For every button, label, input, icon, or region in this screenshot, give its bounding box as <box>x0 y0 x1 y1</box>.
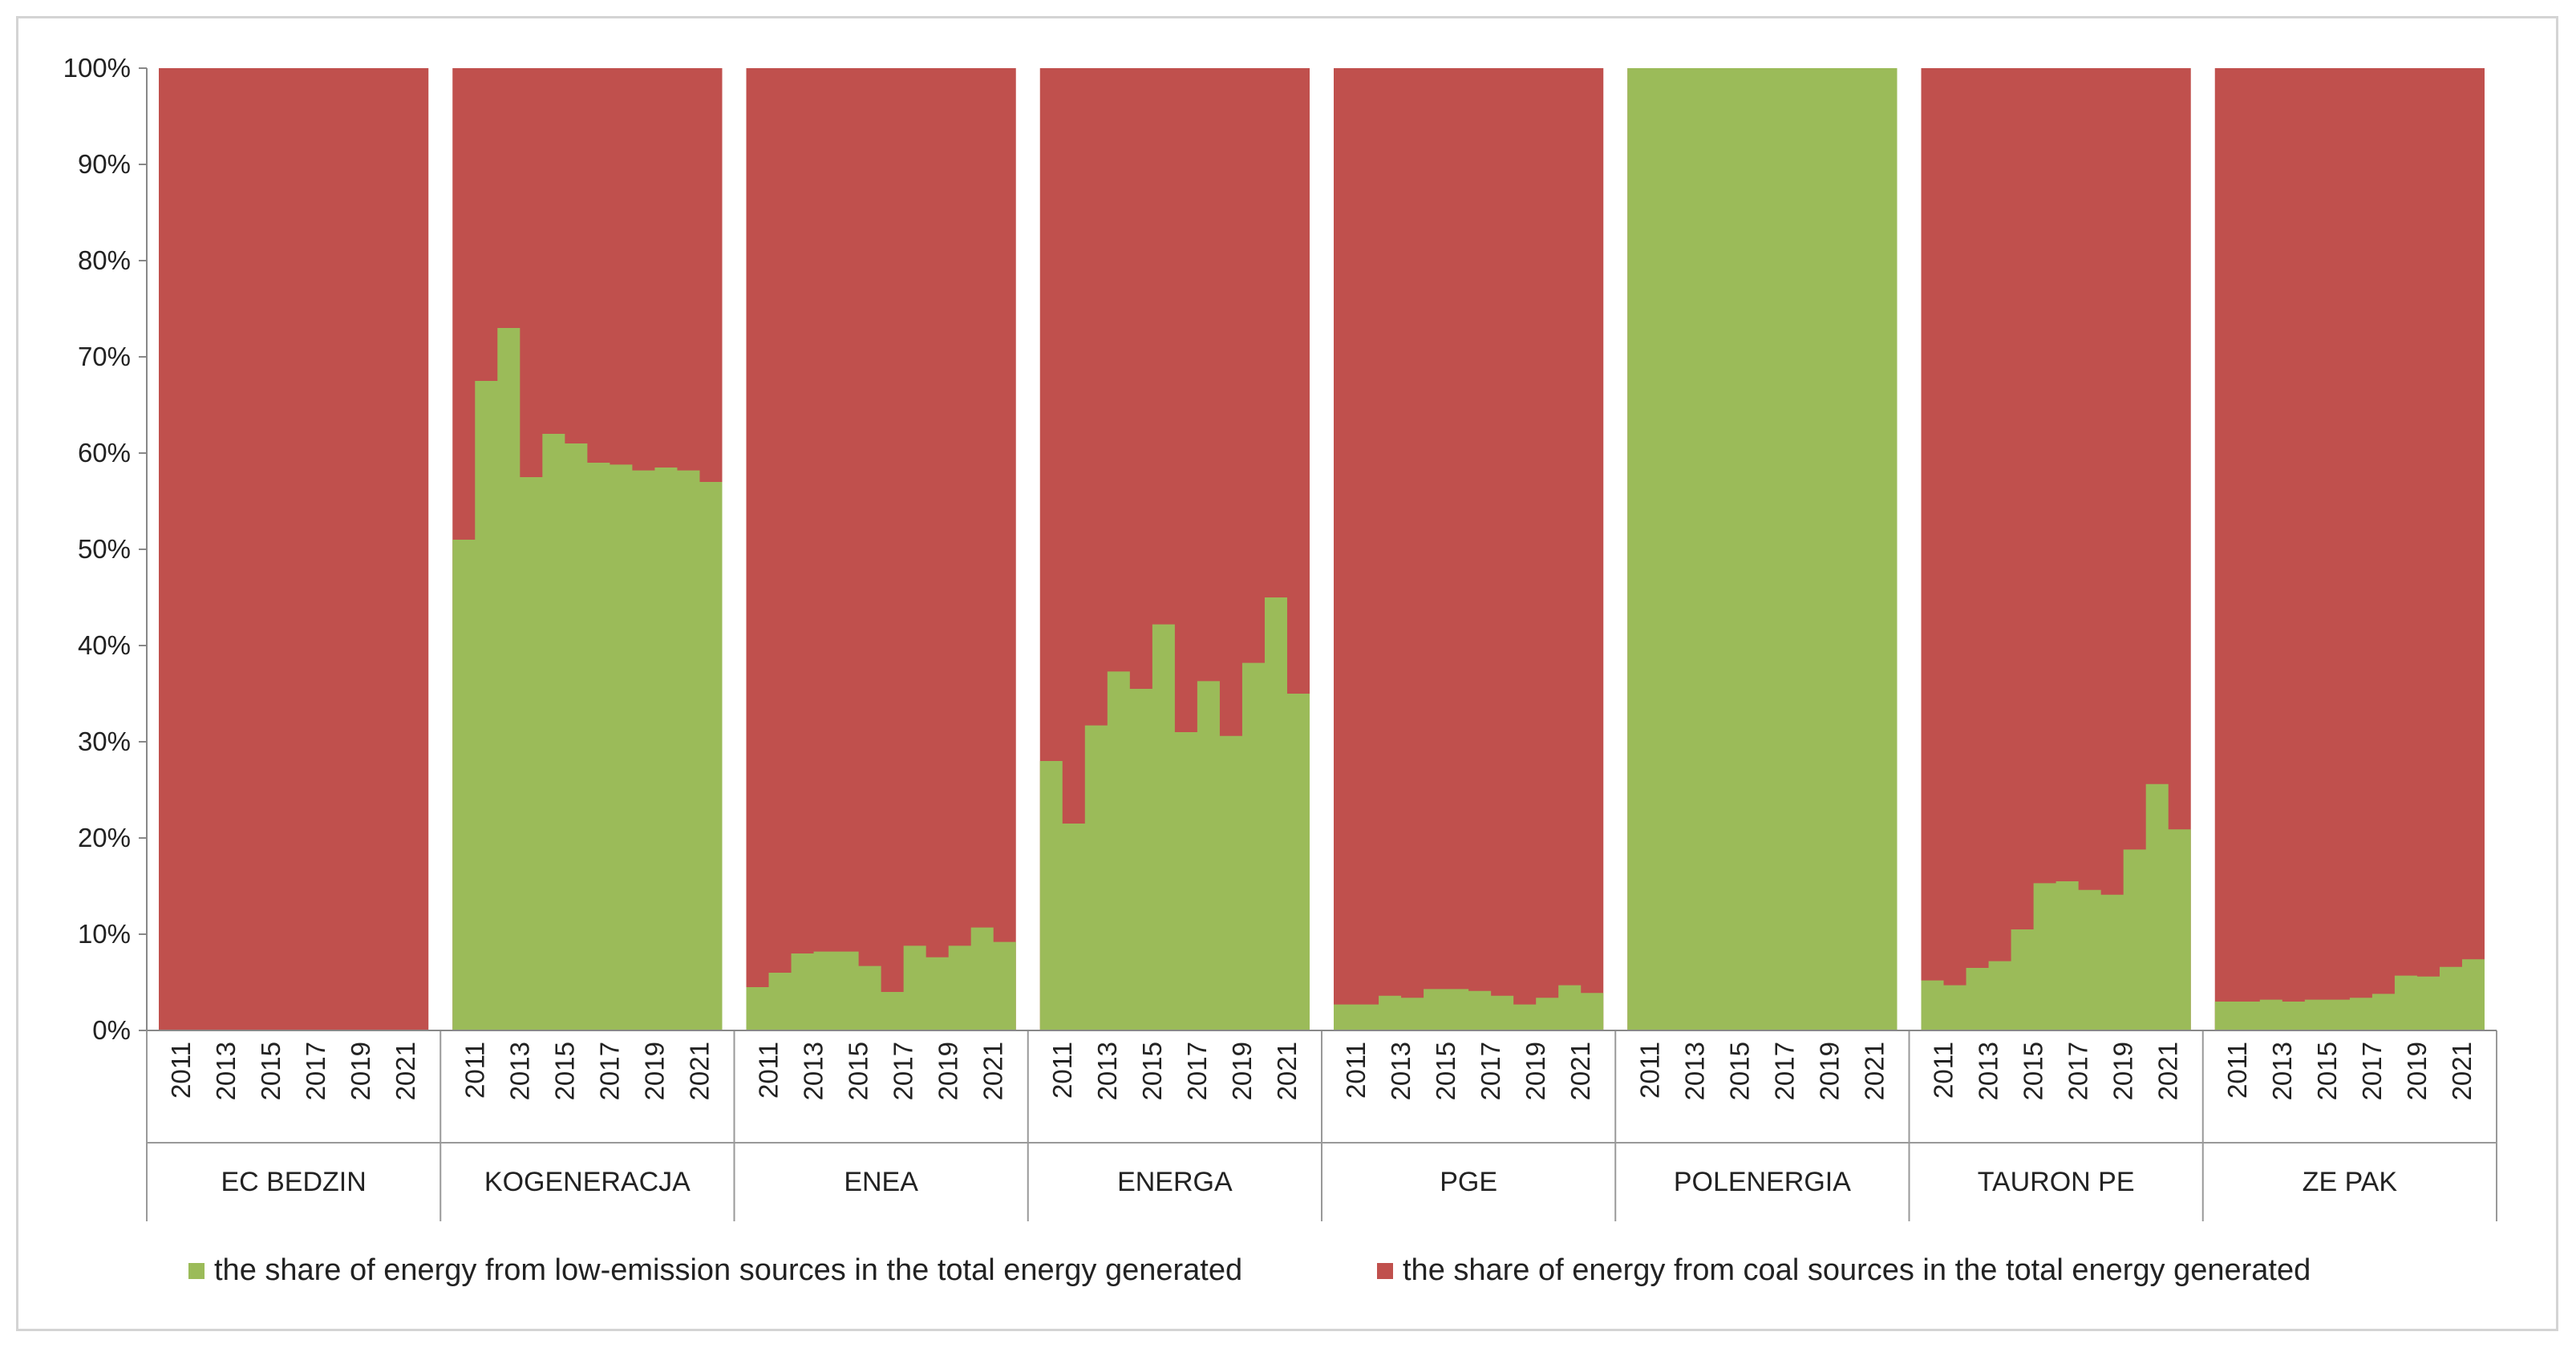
group-label-tauron-pe: TAURON PE <box>1978 1167 2135 1197</box>
x-tick-label: 2013 <box>1974 1042 2003 1100</box>
group-label-kogeneracja: KOGENERACJA <box>484 1167 691 1197</box>
y-tick-label: 90% <box>78 149 131 179</box>
x-tick-label: 2015 <box>1724 1042 1754 1100</box>
x-tick-label: 2011 <box>1341 1042 1371 1099</box>
group-label-energa: ENERGA <box>1117 1167 1233 1197</box>
legend: the share of energy from low-emission so… <box>188 1253 2311 1287</box>
coal-area-ze-pak <box>2214 68 2485 1030</box>
x-tick-label: 2021 <box>391 1042 420 1100</box>
x-tick-label: 2017 <box>1182 1042 1212 1100</box>
x-tick-label: 2019 <box>346 1042 375 1100</box>
chart-frame: 0% 10% 20% 30% 40% 50% 60% 70% 80% 90% 100% 2011 20… <box>16 16 2558 1331</box>
x-tick-label: 2021 <box>2447 1042 2477 1100</box>
x-tick-label: 2017 <box>889 1042 918 1100</box>
x-tick-label: 2019 <box>2402 1042 2432 1100</box>
coal-area-enea <box>746 68 1016 1030</box>
x-tick-label: 2013 <box>2267 1042 2297 1100</box>
x-tick-label: 2011 <box>166 1042 196 1099</box>
x-tick-label: 2013 <box>1092 1042 1122 1100</box>
y-tick-label: 10% <box>78 919 131 949</box>
x-tick-label: 2013 <box>1679 1042 1709 1100</box>
group-label-enea: ENEA <box>844 1167 918 1197</box>
y-tick-label: 80% <box>78 245 131 275</box>
x-tick-label: 2017 <box>1769 1042 1799 1100</box>
y-tick-label: 60% <box>78 438 131 468</box>
coal-area-pge <box>1334 68 1604 1030</box>
x-tick-label: 2011 <box>2222 1042 2252 1099</box>
x-tick-label: 2015 <box>844 1042 873 1100</box>
x-tick-label: 2017 <box>2064 1042 2093 1100</box>
x-tick-label: 2021 <box>2153 1042 2183 1100</box>
x-tick-label: 2021 <box>978 1042 1008 1100</box>
x-tick-label: 2015 <box>2019 1042 2048 1100</box>
y-axis: 0% 10% 20% 30% 40% 50% 60% 70% 80% 90% 100% <box>63 53 148 1045</box>
group-label-pge: PGE <box>1440 1167 1497 1197</box>
x-tick-label: 2017 <box>301 1042 330 1100</box>
low-emission-area-tauron-pe <box>1921 783 2191 1030</box>
x-tick-label: 2017 <box>594 1042 624 1100</box>
x-tick-label: 2019 <box>1227 1042 1257 1100</box>
y-tick-label: 70% <box>78 342 131 371</box>
group-label-ze-pak: ZE PAK <box>2303 1167 2398 1197</box>
y-tick-label: 40% <box>78 630 131 660</box>
x-tick-label: 2011 <box>460 1042 489 1099</box>
group-label-ec-bedzin: EC BEDZIN <box>221 1167 366 1197</box>
x-tick-label: 2011 <box>1929 1042 1958 1099</box>
x-tick-label: 2017 <box>2357 1042 2387 1100</box>
y-tick-label: 20% <box>78 823 131 852</box>
stacked-area-chart: 0%10%20%30%40%50%60%70%80%90%100% 2011 20… <box>63 53 2497 1287</box>
low-emission-area-pge <box>1334 985 1604 1030</box>
x-tick-label: 2015 <box>256 1042 286 1100</box>
low-emission-area-kogeneracja <box>452 328 723 1030</box>
x-tick-label: 2021 <box>1272 1042 1302 1100</box>
group-label-polenergia: POLENERGIA <box>1674 1167 1851 1197</box>
x-tick-label: 2015 <box>2312 1042 2342 1100</box>
x-tick-label: 2013 <box>504 1042 534 1100</box>
y-tick-label: 0% <box>92 1015 131 1045</box>
legend-swatch-low-emission <box>188 1263 205 1279</box>
x-tick-label: 2021 <box>684 1042 714 1100</box>
x-tick-label: 2015 <box>1431 1042 1460 1100</box>
legend-label-coal: the share of energy from coal sources in… <box>1403 1253 2311 1287</box>
x-tick-label: 2013 <box>211 1042 241 1100</box>
low-emission-area-enea <box>746 927 1016 1030</box>
x-tick-label: 2019 <box>934 1042 963 1100</box>
low-emission-area-ze-pak <box>2214 959 2485 1030</box>
x-tick-label: 2019 <box>1814 1042 1844 1100</box>
bars <box>159 68 2485 1030</box>
x-tick-label: 2019 <box>639 1042 669 1100</box>
x-tick-label: 2017 <box>1476 1042 1505 1100</box>
x-tick-label: 2015 <box>549 1042 579 1100</box>
x-axis: 2011 2013 2015 2017 2019 2021 EC BEDZIN 2011 201… <box>146 1030 2497 1221</box>
x-tick-label: 2013 <box>1386 1042 1416 1100</box>
legend-label-low-emission: the share of energy from low-emission so… <box>214 1253 1242 1287</box>
x-tick-label: 2019 <box>2108 1042 2138 1100</box>
x-tick-label: 2011 <box>1047 1042 1077 1099</box>
y-tick-label: 30% <box>78 727 131 756</box>
x-tick-label: 2019 <box>1521 1042 1550 1100</box>
low-emission-area-polenergia <box>1627 68 1898 1030</box>
x-tick-label: 2011 <box>1634 1042 1664 1099</box>
coal-area-ec-bedzin <box>159 68 429 1030</box>
x-tick-label: 2011 <box>754 1042 784 1099</box>
x-tick-label: 2013 <box>799 1042 828 1100</box>
y-tick-label: 50% <box>78 534 131 564</box>
x-tick-label: 2021 <box>1565 1042 1595 1100</box>
y-tick-label: 100% <box>63 53 131 83</box>
x-tick-label: 2021 <box>1859 1042 1889 1100</box>
legend-swatch-coal <box>1377 1263 1393 1279</box>
low-emission-area-energa <box>1039 597 1310 1030</box>
x-tick-label: 2015 <box>1137 1042 1167 1100</box>
